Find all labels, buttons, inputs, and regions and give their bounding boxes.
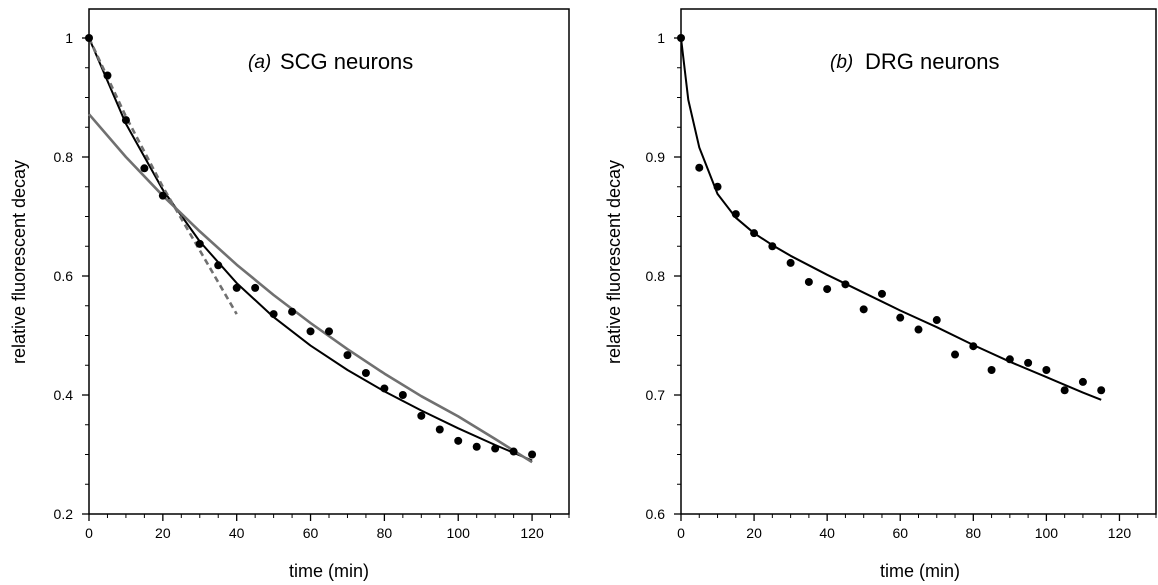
panel-a-x-tick-label: 80 xyxy=(377,525,393,541)
panel-a-data-point xyxy=(435,425,444,434)
panel-a-data-point xyxy=(380,384,389,393)
panel-b-x-axis-title: time (min) xyxy=(880,561,960,581)
panel-b-data-point xyxy=(677,34,685,42)
panel-a-data-point xyxy=(528,450,537,459)
panel-b-data-point xyxy=(932,316,941,325)
panel-b-data-point xyxy=(859,305,868,314)
panel-a-data-point xyxy=(343,351,352,360)
panel-b-data-point xyxy=(987,366,996,375)
panel-a-x-tick-label: 20 xyxy=(155,525,171,541)
panel-a-ticks xyxy=(82,37,570,521)
panel-b-tick-labels: 0 20 40 60 80 100 120 0.6 0.7 0.8 0.9 1 xyxy=(646,30,1132,541)
panel-b-data-point xyxy=(896,313,905,322)
panel-b-drg-neurons: 0 20 40 60 80 100 120 0.6 0.7 0.8 0.9 1 (b) DRG neu… xyxy=(604,8,1157,581)
panel-a-data-point xyxy=(472,442,481,451)
panel-b-data-point xyxy=(1024,358,1033,367)
panel-b-data-point xyxy=(877,289,886,298)
panel-b-data-point xyxy=(914,325,923,334)
panel-a-y-tick-label: 0.4 xyxy=(54,387,74,403)
panel-a-data-point xyxy=(158,191,167,200)
panel-b-data-point xyxy=(695,163,704,172)
panel-b-data-point xyxy=(1097,386,1106,395)
panel-a-data-point xyxy=(195,239,204,248)
panel-b-y-tick-label: 0.6 xyxy=(646,506,666,522)
panel-a-y-tick-label: 0.6 xyxy=(54,268,74,284)
panel-b-data-point xyxy=(750,229,759,238)
panel-b-plot-frame xyxy=(680,8,1157,515)
panel-a-label: (a) xyxy=(248,52,271,73)
panel-b-data-point xyxy=(768,242,777,251)
panel-a-data-point xyxy=(325,327,333,336)
panel-b-data-point xyxy=(841,280,850,289)
panel-a-title: SCG neurons xyxy=(280,49,413,74)
panel-b-y-tick-label: 0.8 xyxy=(646,268,666,284)
panel-b-data-point xyxy=(1042,366,1051,375)
panel-a-data-point xyxy=(509,447,518,456)
panel-b-x-tick-label: 20 xyxy=(746,525,762,541)
panel-a-data-point xyxy=(269,310,278,319)
panel-a-data-point xyxy=(288,307,297,316)
panel-b-data-point xyxy=(969,342,978,351)
panel-a-y-tick-label: 0.8 xyxy=(54,149,74,165)
panel-a-x-tick-label: 0 xyxy=(85,525,93,541)
panel-b-y-tick-label: 0.9 xyxy=(646,149,666,165)
panel-b-data-point xyxy=(804,277,813,286)
panel-b-data-point xyxy=(823,285,832,294)
panel-a-plot-frame xyxy=(88,8,570,515)
panel-a-data-point xyxy=(232,283,241,292)
panel-a-data-point xyxy=(361,368,370,377)
panel-a-marks xyxy=(85,34,537,464)
panel-a-x-tick-label: 100 xyxy=(447,525,471,541)
panel-a-data-point xyxy=(103,71,112,80)
panel-b-x-tick-label: 120 xyxy=(1108,525,1132,541)
panel-a-x-tick-label: 120 xyxy=(520,525,544,541)
panel-a-data-point xyxy=(214,261,223,270)
panel-a-fit-curve-2 xyxy=(88,113,533,464)
panel-a-data-point xyxy=(417,411,426,420)
panel-a-fit-curve-1 xyxy=(88,37,533,462)
panel-b-x-tick-label: 100 xyxy=(1035,525,1059,541)
panel-a-scg-neurons: 0 20 40 60 80 100 120 0.2 0.4 0.6 0.8 1 (a) SCG neu… xyxy=(9,8,570,581)
panel-b-title: DRG neurons xyxy=(865,49,1000,74)
panel-a-tick-labels: 0 20 40 60 80 100 120 0.2 0.4 0.6 0.8 1 xyxy=(54,30,544,541)
panel-a-data-point xyxy=(306,327,315,336)
panel-a-data-point xyxy=(454,436,463,445)
panel-a-y-tick-label: 0.2 xyxy=(54,506,74,522)
panel-a-data-point xyxy=(121,116,130,125)
panel-b-y-axis-title: relative fluorescent decay xyxy=(604,160,624,364)
panel-a-x-axis-title: time (min) xyxy=(289,561,369,581)
panel-b-data-point xyxy=(1078,377,1087,386)
panel-a-data-point xyxy=(491,444,500,453)
panel-b-x-tick-label: 0 xyxy=(677,525,685,541)
panel-b-fit-curve-1 xyxy=(680,37,1102,401)
panel-b-x-tick-label: 80 xyxy=(966,525,982,541)
panel-b-data-point xyxy=(1060,386,1069,395)
panel-a-y-tick-label: 1 xyxy=(65,30,73,46)
panel-b-y-tick-label: 1 xyxy=(657,30,665,46)
panel-b-data-point xyxy=(1005,355,1014,364)
panel-a-x-tick-label: 40 xyxy=(229,525,245,541)
panel-b-ticks xyxy=(674,37,1157,521)
panel-b-y-tick-label: 0.7 xyxy=(646,387,666,403)
panel-b-label: (b) xyxy=(830,52,853,73)
panel-a-data-point xyxy=(398,391,407,399)
panel-a-x-tick-label: 60 xyxy=(303,525,319,541)
panel-b-data-point xyxy=(713,182,722,191)
panel-b-x-tick-label: 60 xyxy=(892,525,908,541)
panel-b-data-point xyxy=(786,258,795,267)
panel-a-y-axis-title: relative fluorescent decay xyxy=(9,160,29,364)
panel-a-data-point xyxy=(140,164,149,173)
panel-b-marks xyxy=(677,34,1106,401)
panel-b-data-point xyxy=(731,210,740,219)
panel-a-fit-curve-3 xyxy=(87,37,238,315)
panel-b-x-tick-label: 40 xyxy=(819,525,835,541)
panel-b-data-point xyxy=(951,350,960,359)
panel-a-data-point xyxy=(251,283,260,292)
panel-a-data-point xyxy=(85,34,93,42)
